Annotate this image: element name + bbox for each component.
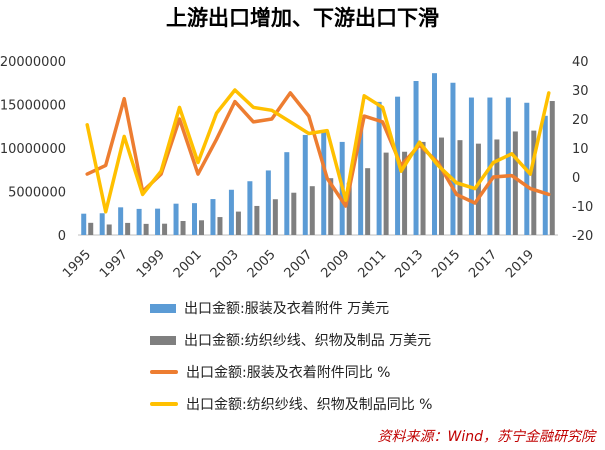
bar-textile-amount [494, 139, 500, 235]
bar-apparel-amount [432, 73, 437, 236]
x-axis-tick-label: 2017 [466, 247, 500, 281]
right-axis-tick-label: -10 [572, 200, 593, 215]
bar-textile-amount [531, 130, 537, 235]
bar-apparel-amount [376, 101, 382, 235]
legend-item-textile-amount: 出口金额:纺织纱线、织物及制品 万美元 [150, 324, 432, 356]
x-axis-tick-label: 2019 [503, 247, 537, 281]
legend-swatch-apparel-yoy [150, 370, 178, 374]
bar-textile-amount [402, 151, 408, 235]
left-axis-tick-label: 15000000 [0, 99, 66, 114]
bar-apparel-amount [136, 208, 142, 235]
bar-textile-amount [88, 222, 94, 235]
bar-textile-amount [383, 152, 389, 235]
legend-label-apparel-yoy: 出口金额:服装及衣着附件同比 % [186, 365, 391, 381]
x-axis-tick-label: 2003 [208, 247, 242, 281]
x-axis-tick-label: 2013 [392, 247, 426, 281]
bar-apparel-amount [228, 189, 234, 235]
left-axis-tick-label: 5000000 [8, 186, 66, 201]
bar-apparel-amount [505, 97, 511, 235]
bar-textile-amount [162, 223, 168, 235]
bar-textile-amount [512, 131, 518, 235]
bar-apparel-amount [173, 203, 179, 235]
right-axis-tick-label: 20 [572, 113, 589, 128]
legend-item-apparel-amount: 出口金额:服装及衣着附件 万美元 [150, 292, 432, 324]
bar-textile-amount [291, 192, 297, 235]
bar-apparel-amount [210, 199, 216, 235]
bar-apparel-amount [468, 97, 474, 235]
line-textile-yoy [85, 88, 551, 214]
chart-legend: 出口金额:服装及衣着附件 万美元 出口金额:纺织纱线、织物及制品 万美元 出口金… [150, 292, 432, 420]
legend-label-textile-amount: 出口金额:纺织纱线、织物及制品 万美元 [184, 333, 432, 349]
legend-item-textile-yoy: 出口金额:纺织纱线、织物及制品同比 % [150, 388, 432, 420]
bar-apparel-amount [247, 181, 253, 235]
source-note: 资料来源：Wind，苏宁金融研究院 [377, 429, 596, 445]
bar-textile-amount [328, 178, 334, 235]
left-axis-tick-label: 0 [58, 229, 66, 244]
bar-textile-amount [235, 211, 241, 235]
left-axis-tick-label: 20000000 [0, 55, 66, 70]
legend-item-apparel-yoy: 出口金额:服装及衣着附件同比 % [150, 356, 432, 388]
bar-apparel-amount [450, 82, 456, 235]
legend-swatch-textile-yoy [150, 402, 178, 406]
x-axis-tick-label: 2009 [319, 247, 353, 281]
bar-textile-amount [475, 143, 481, 235]
bar-textile-amount [180, 220, 186, 235]
bar-apparel-amount [99, 213, 105, 235]
bar-apparel-amount [81, 213, 87, 235]
bar-textile-amount [439, 137, 444, 235]
left-axis-tick-label: 10000000 [0, 142, 66, 157]
right-axis-tick-label: -20 [572, 229, 593, 244]
x-axis-tick-label: 1997 [97, 247, 131, 281]
bar-textile-amount [309, 186, 315, 235]
chart-plot: 0 5000000 10000000 15000000 20000000 -20 -10 0 1… [0, 55, 593, 281]
bar-textile-amount [199, 220, 204, 235]
bar-apparel-amount [155, 208, 161, 235]
bar-apparel-amount [358, 121, 364, 235]
x-axis-tick-label: 2015 [429, 247, 463, 281]
bar-textile-amount [365, 168, 371, 235]
x-axis-tick-label: 2011 [355, 247, 389, 281]
legend-label-textile-yoy: 出口金额:纺织纱线、织物及制品同比 % [186, 397, 433, 413]
bar-apparel-amount [192, 203, 197, 235]
bar-textile-amount [346, 182, 352, 235]
x-axis-tick-label: 2007 [282, 247, 316, 281]
bar-textile-amount [420, 141, 426, 235]
bar-textile-amount [125, 222, 131, 235]
bar-apparel-amount [265, 170, 271, 235]
legend-swatch-apparel-amount [150, 303, 176, 313]
bar-apparel-amount [395, 96, 401, 235]
right-axis-tick-label: 0 [572, 171, 580, 186]
bar-apparel-amount [321, 130, 327, 235]
bar-apparel-amount [302, 134, 308, 235]
legend-label-apparel-amount: 出口金额:服装及衣着附件 万美元 [184, 301, 390, 317]
x-axis-tick-label: 2005 [245, 247, 279, 281]
x-axis-tick-label: 1999 [134, 247, 168, 281]
right-axis-tick-label: 40 [572, 55, 589, 70]
bar-textile-amount [143, 223, 149, 235]
bar-textile-amount [272, 199, 278, 235]
bar-apparel-amount [284, 152, 290, 235]
x-axis-tick-label: 2001 [171, 247, 205, 281]
legend-swatch-textile-amount [150, 335, 176, 345]
bar-apparel-amount [542, 115, 548, 235]
x-axis-tick-label: 1995 [60, 247, 94, 281]
bar-apparel-amount [413, 81, 419, 235]
chart-title: 上游出口增加、下游出口下滑 [166, 6, 439, 30]
bar-textile-amount [217, 217, 223, 235]
bar-textile-amount [457, 140, 463, 235]
bar-textile-amount [106, 224, 112, 235]
right-axis-tick-label: 30 [572, 84, 589, 99]
bar-textile-amount [254, 205, 260, 235]
bar-apparel-amount [118, 207, 124, 235]
bar-textile-amount [549, 101, 555, 236]
right-axis-tick-label: 10 [572, 142, 589, 157]
